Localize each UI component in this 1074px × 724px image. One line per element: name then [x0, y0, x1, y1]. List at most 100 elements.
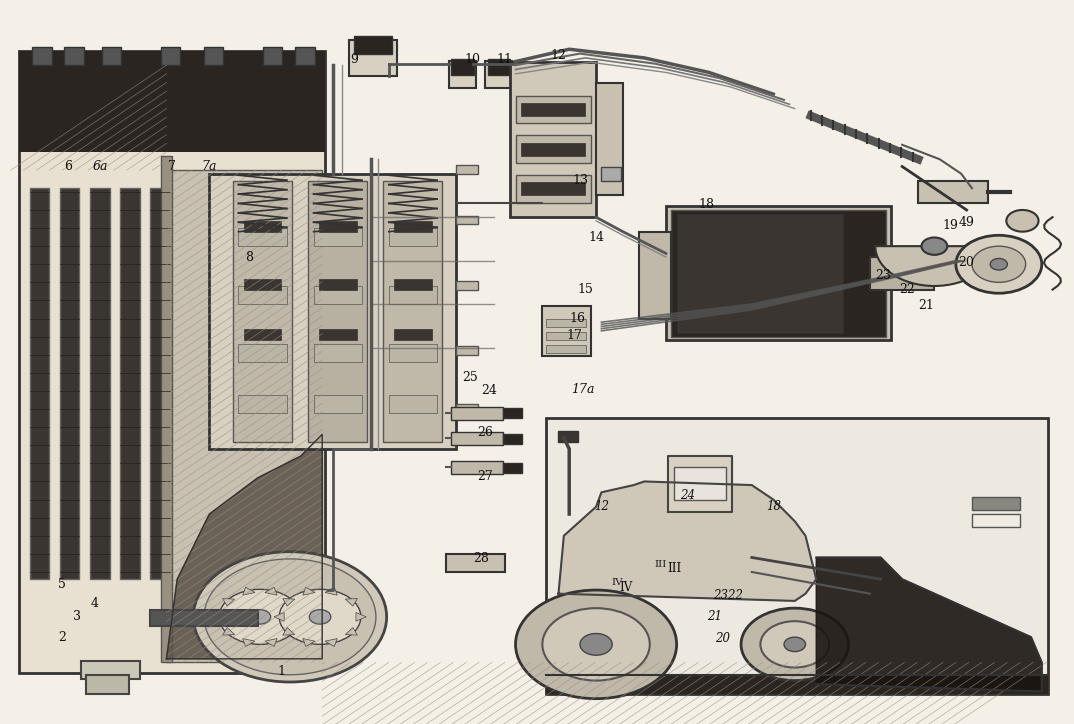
Text: 23: 23 — [875, 269, 890, 282]
Polygon shape — [265, 587, 277, 595]
Circle shape — [516, 590, 677, 699]
Wedge shape — [875, 246, 993, 286]
Text: 11: 11 — [497, 53, 512, 66]
Bar — [86, 675, 129, 694]
Bar — [449, 61, 476, 88]
Polygon shape — [274, 613, 285, 621]
Circle shape — [249, 610, 271, 624]
Bar — [516, 96, 591, 123]
Bar — [314, 286, 362, 304]
Bar — [485, 61, 512, 88]
Text: 1: 1 — [277, 665, 286, 678]
Bar — [209, 174, 456, 449]
Bar — [120, 188, 140, 579]
Bar — [81, 661, 140, 679]
Text: 18: 18 — [699, 198, 714, 211]
Bar — [19, 51, 325, 152]
Circle shape — [956, 235, 1042, 293]
Bar — [542, 306, 591, 356]
Bar — [314, 228, 362, 246]
Circle shape — [760, 621, 829, 668]
Bar — [238, 286, 287, 304]
Bar — [546, 332, 586, 340]
Text: 24: 24 — [481, 384, 496, 397]
Bar — [456, 281, 478, 290]
Polygon shape — [222, 599, 234, 606]
Text: 16: 16 — [570, 312, 585, 325]
Bar — [394, 221, 432, 232]
Polygon shape — [303, 639, 315, 647]
Bar — [238, 395, 287, 413]
Text: 2: 2 — [58, 631, 67, 644]
Text: 17а: 17а — [571, 383, 595, 396]
Polygon shape — [265, 639, 277, 647]
Circle shape — [279, 589, 361, 644]
Bar — [446, 554, 505, 572]
Bar — [354, 36, 392, 54]
Bar — [102, 47, 121, 65]
Bar — [521, 182, 585, 195]
Bar — [601, 167, 621, 181]
Polygon shape — [282, 628, 294, 635]
Bar — [319, 329, 357, 340]
Bar — [314, 395, 362, 413]
Polygon shape — [166, 434, 322, 659]
Bar — [166, 170, 322, 662]
Bar — [516, 135, 591, 163]
Polygon shape — [303, 587, 315, 595]
Polygon shape — [295, 613, 306, 621]
Circle shape — [972, 246, 1026, 282]
Text: 49: 49 — [959, 216, 974, 230]
Polygon shape — [282, 599, 294, 606]
Bar — [870, 257, 934, 290]
Bar — [314, 344, 362, 362]
Bar — [546, 675, 1048, 694]
Text: 5: 5 — [58, 578, 67, 591]
Bar — [521, 143, 585, 156]
Text: 10: 10 — [465, 53, 480, 66]
Bar — [546, 418, 1048, 694]
Circle shape — [1006, 210, 1039, 232]
Bar — [456, 404, 478, 413]
Bar — [558, 431, 578, 442]
Text: 14: 14 — [589, 231, 604, 244]
Text: 19: 19 — [943, 219, 958, 232]
Bar — [972, 497, 1020, 510]
Text: 20: 20 — [715, 632, 730, 645]
Polygon shape — [214, 613, 224, 621]
Polygon shape — [286, 628, 297, 635]
Bar — [90, 188, 110, 579]
Bar — [295, 47, 315, 65]
Polygon shape — [355, 613, 366, 621]
Text: 2322: 2322 — [713, 589, 743, 602]
Bar — [451, 461, 503, 474]
Text: IV: IV — [612, 578, 623, 587]
Bar — [389, 228, 437, 246]
Bar — [488, 59, 510, 75]
Text: 21: 21 — [707, 610, 722, 623]
Polygon shape — [325, 639, 337, 647]
Polygon shape — [346, 628, 358, 635]
Bar — [238, 344, 287, 362]
Bar — [546, 319, 586, 327]
Bar — [516, 175, 591, 203]
Bar — [233, 181, 292, 442]
Bar — [32, 47, 52, 65]
Circle shape — [309, 610, 331, 624]
Bar — [383, 181, 442, 442]
Bar — [972, 514, 1020, 527]
Bar — [639, 232, 671, 319]
Bar — [677, 214, 843, 333]
Text: 28: 28 — [474, 552, 489, 565]
Text: 24: 24 — [680, 489, 695, 502]
Bar — [389, 395, 437, 413]
Circle shape — [580, 634, 612, 655]
Polygon shape — [286, 599, 297, 606]
Text: 6: 6 — [63, 160, 72, 173]
Bar — [389, 344, 437, 362]
Bar — [451, 432, 503, 445]
Circle shape — [741, 608, 848, 681]
Text: 12: 12 — [594, 500, 609, 513]
Text: 9: 9 — [350, 53, 359, 66]
Bar — [451, 59, 474, 75]
